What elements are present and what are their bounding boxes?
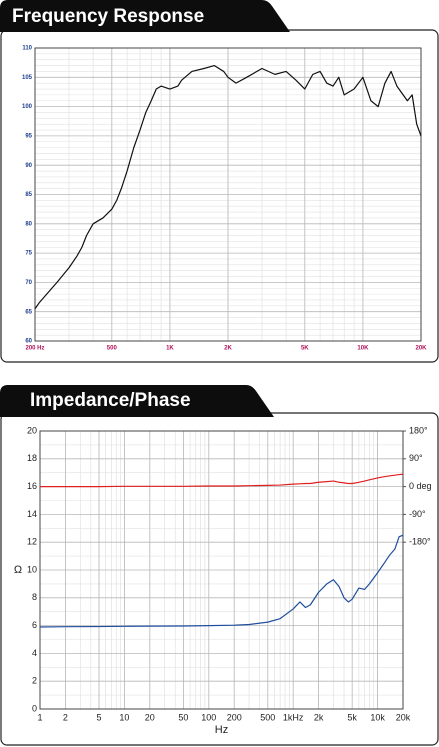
y-tick-label: 70 — [25, 280, 32, 286]
x-tick-label: 5k — [347, 712, 357, 722]
y2-tick-label: 90° — [409, 453, 423, 463]
title-tab — [0, 0, 290, 32]
y-tick-label: 85 — [25, 192, 32, 198]
x-tick-label: 2K — [224, 346, 232, 352]
x-tick-label: 200 Hz — [25, 346, 44, 352]
y-tick-label: 80 — [25, 221, 32, 227]
y-tick-label: 0 — [32, 703, 37, 713]
y2-tick-label: 0 deg — [409, 481, 432, 491]
y2-tick-label: 180° — [409, 425, 428, 435]
chart: 200 Hz 500 1K 2K 5K 10K 20K 110 105 100 95 90 85 80 75… — [22, 46, 427, 352]
data-line — [39, 534, 404, 628]
x-tick-label: 10K — [357, 346, 369, 352]
y-tick-label: 20 — [27, 425, 37, 435]
y-tick-label: 60 — [25, 339, 32, 345]
x-tick-label: 50 — [178, 712, 188, 722]
y-tick-label: 8 — [32, 592, 37, 602]
x-tick-label: 10k — [370, 712, 385, 722]
x-tick-label: 1K — [166, 346, 174, 352]
y-tick-label: 100 — [22, 104, 33, 110]
x-tick-label: 10 — [119, 712, 129, 722]
y-tick-label: 110 — [22, 46, 32, 52]
y-tick-label: 4 — [32, 648, 37, 658]
title-tab — [0, 385, 274, 417]
y-tick-label: 105 — [22, 75, 33, 81]
y-tick-label: 10 — [27, 564, 37, 574]
x-tick-label: 500 — [107, 346, 118, 352]
y-tick-label: 65 — [25, 309, 32, 315]
y-tick-label: 16 — [27, 481, 37, 491]
chart-title: Impedance/Phase — [30, 390, 191, 411]
x-tick-label: 5K — [301, 346, 309, 352]
plot-frame — [34, 47, 422, 342]
data-line — [40, 473, 404, 488]
data-line — [34, 64, 422, 310]
chart: 1 2 5 10 20 50 100 200 500 1kHz 2k 5k 10k 20k02468101… — [14, 425, 432, 736]
chart-title: Frequency Response — [12, 6, 204, 27]
plot-frame — [39, 430, 404, 710]
y2-tick-label: -90° — [409, 509, 426, 519]
x-tick-label: 20K — [415, 346, 427, 352]
x-tick-label: 20k — [396, 712, 411, 722]
x-tick-label: 200 — [227, 712, 242, 722]
x-tick-label: 1 — [37, 712, 42, 722]
x-tick-label: 20 — [145, 712, 155, 722]
y-tick-label: 2 — [32, 676, 37, 686]
y-tick-label: 90 — [25, 163, 32, 169]
x-tick-label: 500 — [260, 712, 275, 722]
y-tick-label: 6 — [32, 620, 37, 630]
y-axis-label: Ω — [14, 564, 22, 576]
y-tick-label: 75 — [25, 251, 32, 257]
y-tick-label: 18 — [27, 453, 37, 463]
y2-tick-label: -180° — [409, 537, 431, 547]
y-tick-label: 14 — [27, 509, 37, 519]
x-tick-label: 100 — [201, 712, 216, 722]
x-tick-label: 2 — [63, 712, 68, 722]
y-tick-label: 12 — [27, 537, 37, 547]
x-axis-label: Hz — [215, 724, 228, 736]
x-tick-label: 5 — [96, 712, 101, 722]
x-tick-label: 1kHz — [283, 712, 304, 722]
y-tick-label: 95 — [25, 133, 32, 139]
x-tick-label: 2k — [314, 712, 324, 722]
